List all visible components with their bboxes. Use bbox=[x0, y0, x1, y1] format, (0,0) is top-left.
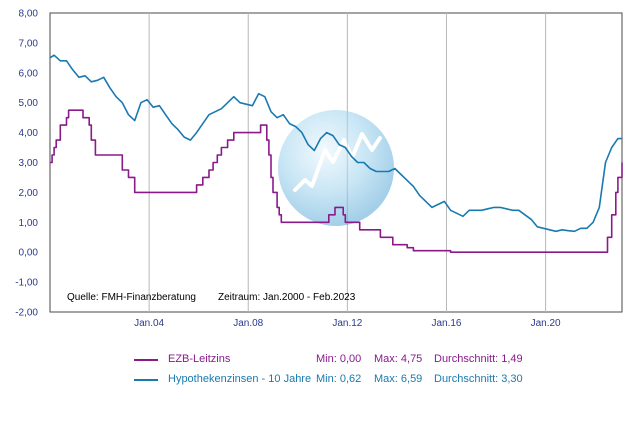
legend-min-ezb: Min: 0,00 bbox=[316, 353, 362, 365]
series-layer bbox=[49, 54, 623, 253]
y-tick-label: -2,00 bbox=[15, 308, 38, 319]
x-tick-label: Jan.16 bbox=[431, 318, 461, 329]
legend-row-ezb: EZB-Leitzins Min: 0,00 Max: 4,75 Durchsc… bbox=[0, 352, 640, 368]
x-axis: Jan.04 Jan.08 Jan.12 Jan.16 Jan.20 bbox=[134, 318, 561, 329]
y-tick-label: 4,00 bbox=[19, 128, 39, 139]
x-tick-label: Jan.04 bbox=[134, 318, 164, 329]
y-tick-label: -1,00 bbox=[15, 278, 38, 289]
legend-min-hypo: Min: 0,62 bbox=[316, 373, 362, 385]
source-note: Quelle: FMH-Finanzberatung bbox=[67, 292, 196, 303]
y-tick-label: 5,00 bbox=[19, 98, 39, 109]
x-tick-label: Jan.20 bbox=[531, 318, 561, 329]
legend-avg-hypo: Durchschnitt: 3,30 bbox=[434, 373, 523, 385]
legend-swatch-hypo bbox=[134, 379, 158, 381]
y-tick-label: 7,00 bbox=[19, 38, 39, 49]
y-tick-label: 3,00 bbox=[19, 158, 39, 169]
legend-row-hypo: Hypothekenzinsen - 10 Jahre Min: 0,62 Ma… bbox=[0, 372, 640, 388]
y-tick-label: 2,00 bbox=[19, 188, 39, 199]
legend-max-ezb: Max: 4,75 bbox=[374, 353, 423, 365]
grid-lines bbox=[148, 13, 547, 312]
chart-svg: 8,00 7,00 6,00 5,00 4,00 3,00 2,00 1,00 0,00 -1,0… bbox=[15, 9, 623, 329]
legend-swatch-ezb bbox=[134, 359, 158, 361]
series-line-hypothekenzinsen bbox=[49, 54, 622, 233]
x-tick-label: Jan.12 bbox=[332, 318, 362, 329]
y-tick-label: 0,00 bbox=[19, 248, 39, 259]
y-tick-label: 8,00 bbox=[19, 9, 39, 20]
y-tick-label: 1,00 bbox=[19, 218, 39, 229]
series-line-ezb-leitzins bbox=[50, 109, 623, 253]
legend-max-hypo: Max: 6,59 bbox=[374, 373, 423, 385]
watermark-logo bbox=[278, 110, 394, 226]
legend-label-ezb: EZB-Leitzins bbox=[168, 353, 231, 365]
y-axis: 8,00 7,00 6,00 5,00 4,00 3,00 2,00 1,00 0,00 -1,0… bbox=[15, 9, 38, 319]
y-tick-label: 6,00 bbox=[19, 68, 39, 79]
period-note: Zeitraum: Jan.2000 - Feb.2023 bbox=[218, 292, 356, 303]
legend-avg-ezb: Durchschnitt: 1,49 bbox=[434, 353, 523, 365]
x-tick-label: Jan.08 bbox=[233, 318, 263, 329]
legend-label-hypo: Hypothekenzinsen - 10 Jahre bbox=[168, 373, 312, 385]
